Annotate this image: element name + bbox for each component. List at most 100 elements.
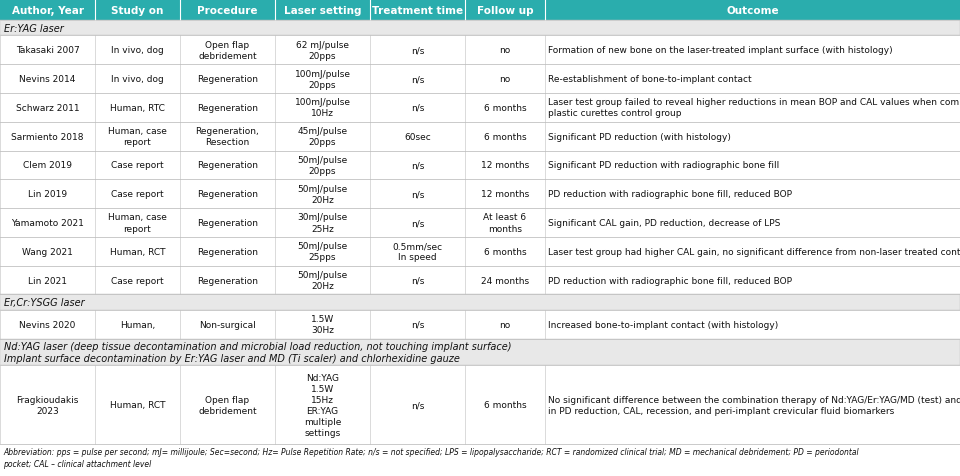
Text: Sarmiento 2018: Sarmiento 2018: [12, 132, 84, 141]
Text: Human, case
report: Human, case report: [108, 213, 167, 233]
Text: Takasaki 2007: Takasaki 2007: [15, 46, 80, 55]
Text: Nevins 2014: Nevins 2014: [19, 75, 76, 84]
Bar: [0, 122, 960, 151]
Bar: [0, 65, 960, 94]
Text: Formation of new bone on the laser-treated implant surface (with histology): Formation of new bone on the laser-treat…: [548, 46, 893, 55]
Text: Significant PD reduction with radiographic bone fill: Significant PD reduction with radiograph…: [548, 161, 780, 170]
Text: Significant CAL gain, PD reduction, decrease of LPS: Significant CAL gain, PD reduction, decr…: [548, 218, 780, 228]
Text: n/s: n/s: [411, 276, 424, 285]
Text: In vivo, dog: In vivo, dog: [111, 46, 164, 55]
Bar: [0, 238, 960, 266]
Text: In vivo, dog: In vivo, dog: [111, 75, 164, 84]
Text: Clem 2019: Clem 2019: [23, 161, 72, 170]
Text: Regeneration: Regeneration: [197, 161, 258, 170]
Text: 60sec: 60sec: [404, 132, 431, 141]
Text: Nd:YAG laser (deep tissue decontamination and microbial load reduction, not touc: Nd:YAG laser (deep tissue decontaminatio…: [4, 341, 512, 363]
Text: Human, RCT: Human, RCT: [109, 248, 165, 256]
Text: Re-establishment of bone-to-implant contact: Re-establishment of bone-to-implant cont…: [548, 75, 752, 84]
Text: Open flap
debridement: Open flap debridement: [198, 395, 257, 415]
Text: 1.5W
30Hz: 1.5W 30Hz: [311, 315, 334, 335]
Text: Nevins 2020: Nevins 2020: [19, 320, 76, 329]
Text: Human,: Human,: [120, 320, 156, 329]
Text: Er:YAG laser: Er:YAG laser: [4, 24, 63, 34]
Text: 50mJ/pulse
20Hz: 50mJ/pulse 20Hz: [298, 184, 348, 204]
Text: Case report: Case report: [111, 161, 164, 170]
Text: Human, RTC: Human, RTC: [110, 104, 165, 113]
Text: Outcome: Outcome: [726, 6, 779, 16]
Text: 0.5mm/sec
In speed: 0.5mm/sec In speed: [393, 242, 443, 262]
Text: 24 months: 24 months: [481, 276, 529, 285]
Text: 6 months: 6 months: [484, 400, 526, 409]
Text: Laser setting: Laser setting: [284, 6, 361, 16]
Text: Treatment time: Treatment time: [372, 6, 463, 16]
Text: No significant difference between the combination therapy of Nd:YAG/Er:YAG/MD (t: No significant difference between the co…: [548, 395, 960, 415]
Text: n/s: n/s: [411, 218, 424, 228]
Text: Yamamoto 2021: Yamamoto 2021: [12, 218, 84, 228]
Text: Er,Cr:YSGG laser: Er,Cr:YSGG laser: [4, 298, 84, 307]
Text: n/s: n/s: [411, 75, 424, 84]
Text: Regeneration: Regeneration: [197, 104, 258, 113]
Text: Regeneration: Regeneration: [197, 276, 258, 285]
Bar: [0, 151, 960, 180]
Text: Laser test group had higher CAL gain, no significant difference from non-laser t: Laser test group had higher CAL gain, no…: [548, 248, 960, 256]
Text: 100mJ/pulse
10Hz: 100mJ/pulse 10Hz: [295, 98, 350, 118]
Text: PD reduction with radiographic bone fill, reduced BOP: PD reduction with radiographic bone fill…: [548, 190, 792, 199]
Text: n/s: n/s: [411, 320, 424, 329]
Text: Follow up: Follow up: [477, 6, 534, 16]
Text: 50mJ/pulse
25pps: 50mJ/pulse 25pps: [298, 242, 348, 262]
Text: Case report: Case report: [111, 190, 164, 199]
Text: Human, RCT: Human, RCT: [109, 400, 165, 409]
Text: PD reduction with radiographic bone fill, reduced BOP: PD reduction with radiographic bone fill…: [548, 276, 792, 285]
Text: Case report: Case report: [111, 276, 164, 285]
Text: Author, Year: Author, Year: [12, 6, 84, 16]
Bar: [0, 36, 960, 65]
Text: Lin 2019: Lin 2019: [28, 190, 67, 199]
Text: Regeneration,
Resection: Regeneration, Resection: [196, 127, 259, 147]
Bar: [0, 0, 960, 21]
Text: Non-surgical: Non-surgical: [199, 320, 256, 329]
Bar: [0, 266, 960, 295]
Text: Regeneration: Regeneration: [197, 248, 258, 256]
Text: no: no: [499, 46, 511, 55]
Bar: [0, 339, 960, 366]
Text: 6 months: 6 months: [484, 132, 526, 141]
Text: n/s: n/s: [411, 104, 424, 113]
Text: Procedure: Procedure: [197, 6, 257, 16]
Text: n/s: n/s: [411, 46, 424, 55]
Text: Open flap
debridement: Open flap debridement: [198, 41, 257, 61]
Bar: [0, 94, 960, 122]
Text: Increased bone-to-implant contact (with histology): Increased bone-to-implant contact (with …: [548, 320, 779, 329]
Text: Wang 2021: Wang 2021: [22, 248, 73, 256]
Text: n/s: n/s: [411, 161, 424, 170]
Text: no: no: [499, 320, 511, 329]
Bar: [0, 310, 960, 339]
Text: no: no: [499, 75, 511, 84]
Text: Laser test group failed to reveal higher reductions in mean BOP and CAL values w: Laser test group failed to reveal higher…: [548, 98, 960, 118]
Text: Lin 2021: Lin 2021: [28, 276, 67, 285]
Text: Nd:YAG
1.5W
15Hz
ER:YAG
multiple
settings: Nd:YAG 1.5W 15Hz ER:YAG multiple setting…: [303, 373, 341, 437]
Text: 12 months: 12 months: [481, 161, 529, 170]
Text: Abbreviation: pps = pulse per second; mJ= millijoule; Sec=second; Hz= Pulse Repe: Abbreviation: pps = pulse per second; mJ…: [3, 447, 858, 468]
Text: Regeneration: Regeneration: [197, 190, 258, 199]
Text: At least 6
months: At least 6 months: [484, 213, 527, 233]
Text: Significant PD reduction (with histology): Significant PD reduction (with histology…: [548, 132, 731, 141]
Bar: [0, 21, 960, 36]
Bar: [0, 295, 960, 310]
Text: Human, case
report: Human, case report: [108, 127, 167, 147]
Text: n/s: n/s: [411, 190, 424, 199]
Text: 100mJ/pulse
20pps: 100mJ/pulse 20pps: [295, 69, 350, 89]
Text: Fragkioudakis
2023: Fragkioudakis 2023: [16, 395, 79, 415]
Text: 50mJ/pulse
20Hz: 50mJ/pulse 20Hz: [298, 270, 348, 290]
Text: 50mJ/pulse
20pps: 50mJ/pulse 20pps: [298, 156, 348, 176]
Text: Regeneration: Regeneration: [197, 75, 258, 84]
Text: Study on: Study on: [111, 6, 164, 16]
Text: Regeneration: Regeneration: [197, 218, 258, 228]
Bar: [0, 366, 960, 444]
Bar: [0, 180, 960, 208]
Bar: [0, 208, 960, 238]
Text: 30mJ/pulse
25Hz: 30mJ/pulse 25Hz: [298, 213, 348, 233]
Text: 6 months: 6 months: [484, 104, 526, 113]
Text: Schwarz 2011: Schwarz 2011: [15, 104, 80, 113]
Text: n/s: n/s: [411, 400, 424, 409]
Text: 12 months: 12 months: [481, 190, 529, 199]
